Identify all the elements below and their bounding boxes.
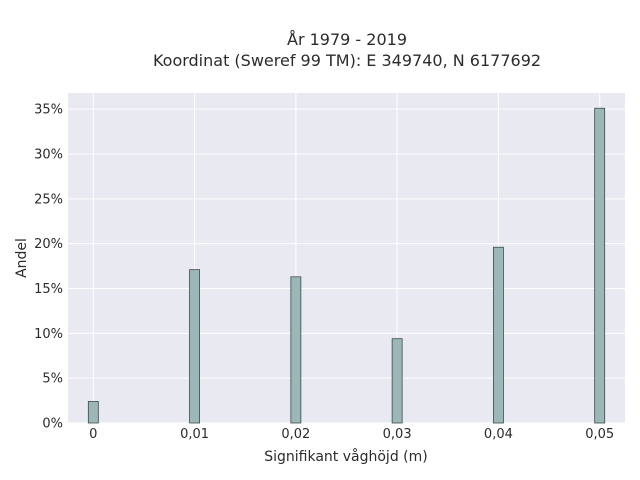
y-tick-label: 20% bbox=[34, 237, 63, 252]
x-tick-label: 0,03 bbox=[383, 427, 412, 442]
bar bbox=[493, 246, 504, 424]
bar bbox=[290, 276, 302, 424]
y-tick-label: 15% bbox=[34, 282, 63, 297]
chart-subtitle: Koordinat (Sweref 99 TM): E 349740, N 61… bbox=[153, 51, 541, 70]
bar bbox=[594, 107, 606, 424]
x-tick-label: 0 bbox=[89, 427, 97, 442]
x-axis-label: Signifikant våghöjd (m) bbox=[264, 448, 427, 465]
bars bbox=[87, 107, 606, 424]
bar bbox=[189, 269, 200, 424]
y-tick-label: 35% bbox=[34, 103, 63, 118]
y-axis-label: Andel bbox=[14, 238, 30, 278]
x-tick-label: 0,04 bbox=[484, 427, 513, 442]
bar bbox=[391, 338, 403, 424]
chart-title: År 1979 - 2019 bbox=[287, 30, 407, 49]
y-tick-label: 10% bbox=[34, 327, 63, 342]
y-tick-label: 5% bbox=[42, 372, 63, 387]
y-tick-label: 0% bbox=[42, 417, 63, 432]
plot-area bbox=[68, 93, 625, 423]
x-tick-label: 0,05 bbox=[585, 427, 614, 442]
x-tick-label: 0,01 bbox=[180, 427, 209, 442]
x-axis-ticks: 0 0,01 0,02 0,03 0,04 0,05 bbox=[89, 427, 614, 442]
x-tick-label: 0,02 bbox=[281, 427, 310, 442]
y-tick-label: 30% bbox=[34, 147, 63, 162]
bar bbox=[87, 401, 99, 424]
y-tick-label: 25% bbox=[34, 192, 63, 207]
y-axis-ticks: 0% 5% 10% 15% 20% 25% 30% 35% bbox=[34, 103, 63, 432]
